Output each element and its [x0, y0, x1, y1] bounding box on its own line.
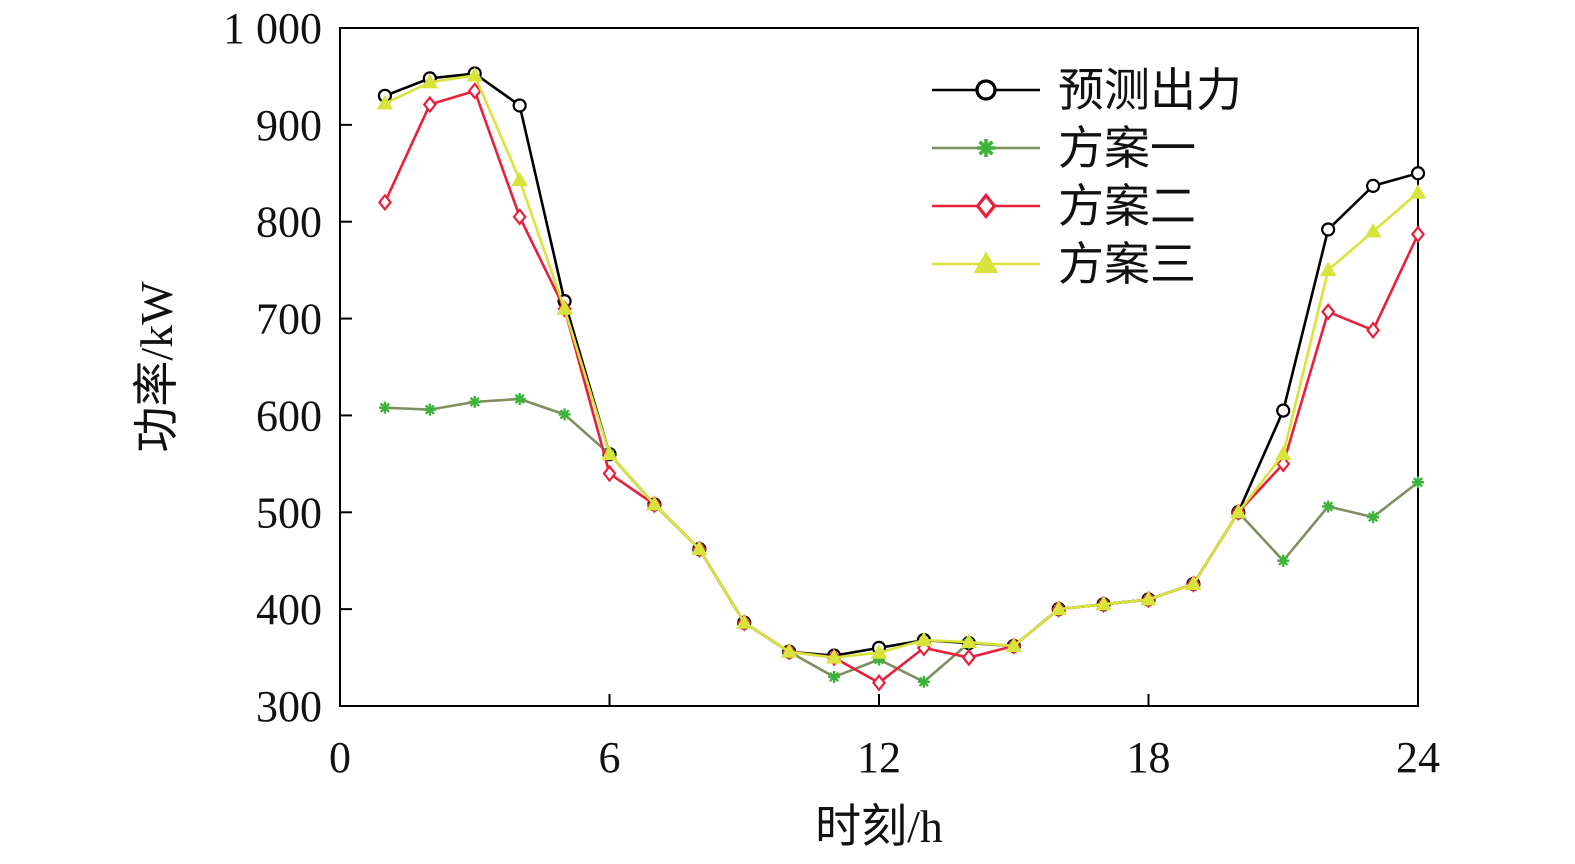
x-tick-label: 12	[857, 733, 901, 782]
y-tick-label: 500	[256, 488, 322, 537]
data-point	[735, 614, 753, 629]
legend-label: 方案二	[1058, 179, 1196, 233]
y-tick-label: 600	[256, 391, 322, 440]
data-point	[466, 66, 484, 82]
data-point	[377, 193, 392, 212]
data-point	[1050, 600, 1067, 616]
y-tick-label: 300	[256, 682, 322, 731]
x-tick-label: 24	[1396, 733, 1440, 782]
data-point	[468, 395, 481, 408]
data-point	[1366, 321, 1381, 339]
data-point	[512, 98, 527, 113]
data-point	[646, 496, 663, 511]
y-tick-label: 800	[256, 198, 322, 247]
plot-frame	[339, 27, 1419, 707]
data-point	[602, 464, 617, 483]
y-tick-label: 1 000	[223, 4, 322, 53]
series-line	[384, 74, 1419, 659]
data-point	[961, 648, 976, 667]
data-point	[421, 73, 439, 89]
series-line	[384, 72, 1419, 657]
x-tick-label: 18	[1127, 733, 1171, 782]
series-line	[383, 89, 1420, 685]
data-point	[378, 401, 391, 414]
data-point	[917, 675, 930, 688]
data-point	[1276, 455, 1291, 473]
data-point	[422, 95, 437, 114]
data-point	[1321, 303, 1336, 321]
y-tick-label: 400	[256, 585, 322, 634]
y-tick-label: 700	[256, 295, 322, 344]
legend-entry: 方案一	[932, 121, 1196, 175]
legend-marker	[975, 192, 997, 220]
series-4	[376, 66, 1427, 664]
legend-marker	[973, 251, 999, 273]
data-point	[1095, 595, 1112, 611]
data-point	[1322, 500, 1335, 513]
data-point	[512, 208, 527, 226]
data-point	[376, 95, 394, 110]
data-point	[511, 171, 528, 187]
data-point	[556, 300, 573, 315]
data-point	[558, 408, 571, 421]
series-layer	[376, 66, 1427, 692]
data-point	[870, 644, 888, 659]
data-point	[825, 649, 843, 664]
data-point	[1230, 503, 1247, 519]
data-point	[1140, 590, 1157, 606]
data-point	[871, 673, 887, 692]
x-axis-label: 时刻/h	[815, 801, 943, 852]
data-point	[960, 633, 978, 649]
legend-label: 方案三	[1058, 237, 1196, 291]
data-point	[1319, 261, 1337, 277]
legend-entry: 方案三	[932, 237, 1196, 291]
data-point	[1276, 403, 1291, 418]
legend-entry: 方案二	[932, 179, 1196, 233]
y-tick-label: 900	[256, 101, 322, 150]
data-point	[467, 82, 482, 100]
legend-marker	[977, 139, 995, 157]
data-point	[1321, 222, 1336, 237]
data-point	[1364, 222, 1382, 238]
plot-area-border	[339, 27, 1419, 707]
data-point	[1365, 178, 1381, 193]
series-1	[377, 66, 1426, 663]
data-point	[513, 392, 526, 405]
data-point	[1274, 445, 1292, 461]
data-point	[915, 631, 933, 647]
x-tick-label: 0	[329, 733, 351, 782]
legend-label: 方案一	[1058, 121, 1196, 175]
data-point	[1410, 225, 1426, 244]
data-point	[1367, 511, 1380, 524]
series-line	[384, 397, 1419, 684]
ticks-layer: 300 400 500 600 700 800 900 1 000 0 6 12 18 24	[223, 4, 1440, 782]
data-point	[1409, 184, 1427, 199]
data-point	[873, 653, 885, 666]
x-tick-label: 6	[599, 733, 621, 782]
legend-label: 预测出力	[1058, 63, 1242, 117]
legend-entry: 预测出力	[932, 63, 1242, 117]
data-point	[1005, 637, 1023, 652]
data-point	[780, 643, 798, 658]
y-axis-label: 功率/kW	[131, 281, 182, 453]
data-point	[423, 403, 436, 416]
data-point	[691, 540, 708, 556]
data-point	[1410, 166, 1426, 181]
legend-marker	[975, 79, 997, 101]
data-point	[1277, 554, 1290, 567]
data-point	[601, 445, 618, 461]
data-point	[1185, 575, 1202, 590]
data-point	[1412, 476, 1424, 489]
data-point	[828, 670, 841, 683]
